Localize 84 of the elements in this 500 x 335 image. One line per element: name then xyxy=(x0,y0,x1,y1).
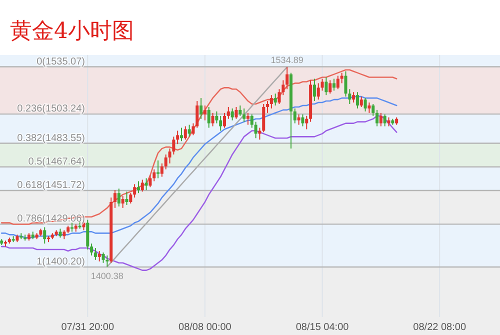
candlestick xyxy=(196,100,199,128)
candlestick xyxy=(136,180,140,194)
candlestick xyxy=(144,178,148,191)
annotation: 1534.89 xyxy=(270,55,304,66)
candlestick xyxy=(297,114,300,126)
candlestick xyxy=(200,98,203,120)
candlestick xyxy=(383,114,386,127)
ref-line-label: 0.382(1483.55) xyxy=(17,132,85,144)
candlestick xyxy=(219,115,222,132)
candlestick xyxy=(164,154,168,170)
candlestick xyxy=(305,115,308,130)
candlestick xyxy=(368,102,371,114)
candlestick xyxy=(234,106,238,120)
candlestick xyxy=(238,104,242,116)
candlestick xyxy=(312,78,316,102)
candlestick xyxy=(324,76,328,96)
candlestick xyxy=(106,254,109,268)
candlestick xyxy=(246,112,250,126)
candlestick xyxy=(156,160,160,179)
candlestick xyxy=(180,127,183,142)
candlestick xyxy=(160,162,164,178)
chart-title: 黄金4小时图 xyxy=(10,19,134,44)
candlestick xyxy=(372,104,375,116)
candlestick xyxy=(379,112,382,127)
candlestick xyxy=(242,108,246,122)
candlestick xyxy=(188,124,191,138)
candlestick xyxy=(215,110,218,124)
candlestick xyxy=(203,104,206,121)
x-tick-label: 08/22 08:00 xyxy=(413,322,466,333)
candlestick xyxy=(258,127,262,140)
candlestick xyxy=(102,252,105,264)
candlestick xyxy=(152,168,156,182)
candlestick xyxy=(340,72,344,84)
candlestick xyxy=(211,112,214,127)
candlestick xyxy=(133,184,136,198)
ref-line-label: 0.236(1503.24) xyxy=(17,104,85,115)
candlestick xyxy=(226,106,230,120)
candlestick xyxy=(286,66,289,90)
candlestick xyxy=(254,121,258,139)
candlestick xyxy=(293,108,296,124)
candlestick xyxy=(176,130,180,145)
candlestick xyxy=(121,196,124,208)
candlestick xyxy=(148,174,152,188)
candlestick xyxy=(129,192,132,204)
candlestick xyxy=(114,190,117,208)
candlestick xyxy=(94,248,97,260)
annotation: 1400.38 xyxy=(90,270,124,281)
candlestick xyxy=(328,80,332,94)
ref-line-label: 0.5(1467.64) xyxy=(28,156,85,168)
candlestick xyxy=(274,93,277,106)
candlestick xyxy=(90,243,94,256)
ref-line-label: 0.618(1451.72) xyxy=(17,180,85,192)
candlestick xyxy=(270,94,273,109)
candlestick xyxy=(352,92,356,104)
x-tick-label: 07/31 20:00 xyxy=(61,322,114,333)
candlestick xyxy=(364,98,367,112)
candlestick xyxy=(223,112,226,128)
x-tick-label: 08/08 00:00 xyxy=(178,322,232,333)
candlestick xyxy=(262,104,266,133)
candlestick xyxy=(344,70,348,98)
candlestick xyxy=(125,191,128,206)
candlestick xyxy=(356,92,359,109)
candlestick xyxy=(98,250,101,262)
candlestick xyxy=(301,114,304,127)
ref-line-label: 1(1400.20) xyxy=(36,256,85,268)
candlestick xyxy=(266,100,270,114)
candlestick xyxy=(250,114,254,128)
candlestick xyxy=(184,126,187,140)
candlestick xyxy=(332,78,336,92)
candlestick xyxy=(376,109,379,127)
candlestick xyxy=(230,108,234,121)
candlestick xyxy=(192,122,195,136)
candlestick xyxy=(207,106,210,128)
candlestick xyxy=(117,188,120,207)
ref-line-label: 0(1535.07) xyxy=(36,56,85,68)
x-tick-label: 08/15 04:00 xyxy=(296,322,350,333)
candlestick xyxy=(140,179,144,192)
candlestick xyxy=(86,219,90,250)
candlestick xyxy=(316,82,320,100)
candlestick xyxy=(320,78,324,92)
candlestick xyxy=(360,96,363,108)
candlestick xyxy=(348,88,352,104)
candlestick xyxy=(336,75,340,90)
candlestick xyxy=(43,226,46,244)
